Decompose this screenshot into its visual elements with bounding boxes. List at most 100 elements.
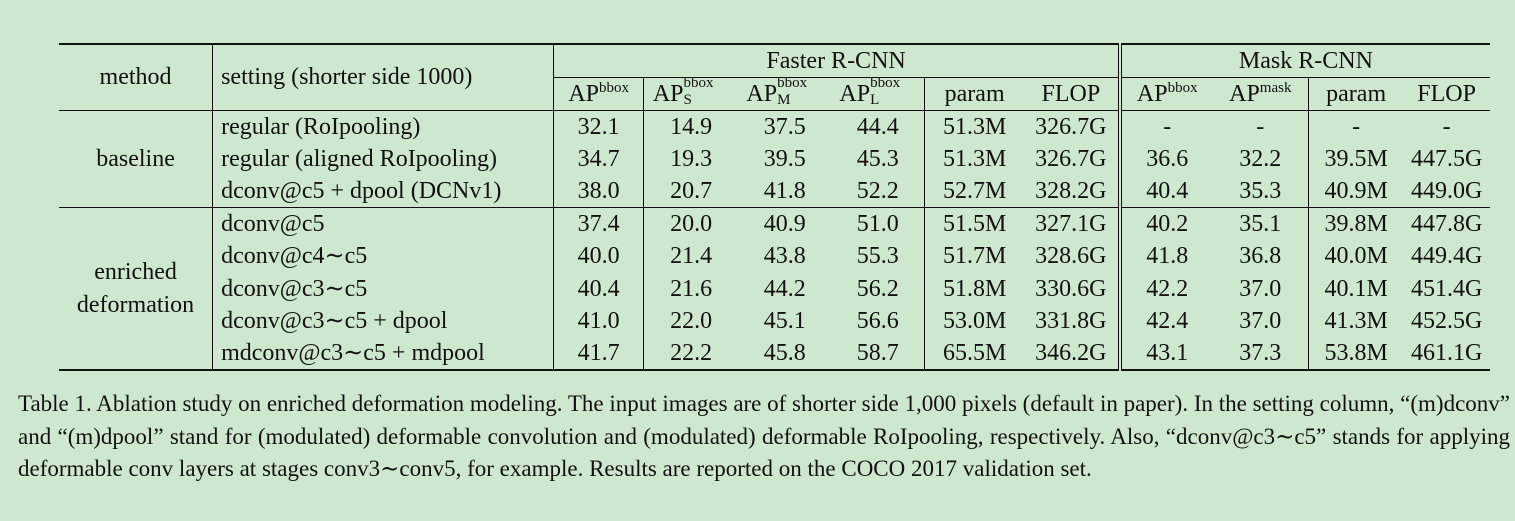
cell-f-aps: 20.7 <box>670 178 713 204</box>
mask-rcnn-header: Mask R-CNN <box>1119 44 1490 78</box>
cell-m-flop: 449.0G <box>1410 178 1483 204</box>
faster-ap-bbox-header: APbbox <box>553 77 644 110</box>
cell-m-apmask: 37.0 <box>1212 272 1309 305</box>
group-label: baseline <box>59 110 214 208</box>
cell-m-param: - <box>1352 113 1361 140</box>
cell-f-apm: 39.5 <box>763 145 806 172</box>
cell-f-param: 51.3M <box>942 113 1007 140</box>
table-row: dconv@c4∼c5 40.0 21.4 43.8 55.3 51.7M 328.6G 41… <box>59 240 1490 273</box>
cell-f-flop: 327.1G <box>1023 207 1122 240</box>
table-row: baseline regular (RoIpooling) 32.1 14.9 37.5… <box>59 110 1490 208</box>
cell-f-aps: 19.3 <box>670 145 713 172</box>
cell-f-apl: 52.2 <box>831 175 926 208</box>
cell-f-flop: 331.8G <box>1023 305 1122 338</box>
cell-f-apl: 44.4 <box>831 110 926 143</box>
faster-ap-l-header: AP bbox L <box>831 75 926 110</box>
faster-param-header: param <box>944 80 1005 107</box>
cell-m-apmask: - <box>1212 110 1309 143</box>
table-caption: Table 1. Ablation study on enriched defo… <box>18 391 1510 481</box>
cell-m-ap: 36.6 <box>1146 145 1189 172</box>
cell-f-ap: 34.7 <box>553 142 644 175</box>
method-header: method <box>59 44 214 110</box>
cell-m-param: 40.1M <box>1324 275 1388 302</box>
cell-f-param: 52.7M <box>942 178 1007 204</box>
setting-cell: regular (aligned RoIpooling) <box>212 142 555 175</box>
cell-f-apm: 40.9 <box>763 211 806 237</box>
cell-f-ap: 32.1 <box>553 110 644 143</box>
cell-f-param: 51.7M <box>942 243 1007 270</box>
cell-f-apm: 44.2 <box>763 275 806 302</box>
cell-f-aps: 14.9 <box>670 113 713 140</box>
table-row: dconv@c3∼c5 + dpool 41.0 22.0 45.1 56.6 53.0M… <box>59 305 1490 338</box>
cell-f-apl: 45.3 <box>831 142 926 175</box>
mask-param-header: param <box>1326 80 1387 107</box>
cell-m-apmask: 35.1 <box>1212 207 1309 240</box>
cell-m-apmask: 36.8 <box>1212 240 1309 273</box>
cell-f-apl: 58.7 <box>831 337 926 370</box>
faster-flop-header: FLOP <box>1023 77 1122 110</box>
cell-f-apl: 51.0 <box>831 207 926 240</box>
faster-ap-m-header: AP bbox M <box>746 74 808 108</box>
cell-m-flop: 447.8G <box>1410 211 1483 237</box>
header-row-2: APbbox AP bbox S AP bbox M AP bbox L param FLO… <box>59 74 1490 110</box>
cell-f-apm: 45.1 <box>763 308 806 335</box>
cell-m-param: 40.0M <box>1324 243 1388 270</box>
cell-m-ap: - <box>1163 113 1172 140</box>
cell-f-flop: 330.6G <box>1023 272 1122 305</box>
cell-m-ap: 40.2 <box>1146 211 1189 237</box>
table-row: regular (aligned RoIpooling) 34.7 19.3 39.5… <box>59 142 1490 175</box>
ablation-table: method setting (shorter side 1000) Faste… <box>59 43 1490 371</box>
cell-f-apm: 45.8 <box>763 340 806 367</box>
cell-m-param: 41.3M <box>1324 308 1388 335</box>
cell-m-flop: 451.4G <box>1410 275 1483 302</box>
cell-f-param: 53.0M <box>942 308 1007 335</box>
header-row-1: method setting (shorter side 1000) Faste… <box>59 44 1490 110</box>
cell-f-ap: 40.4 <box>553 272 644 305</box>
cell-m-flop: 452.5G <box>1410 308 1483 335</box>
cell-f-param: 51.5M <box>942 211 1007 237</box>
cell-m-param: 53.8M <box>1324 340 1388 367</box>
cell-m-ap: 40.4 <box>1146 178 1189 204</box>
table-row: dconv@c3∼c5 40.4 21.6 44.2 56.2 51.8M 330.6G 42… <box>59 272 1490 305</box>
cell-m-ap: 42.4 <box>1146 308 1189 335</box>
cell-f-aps: 22.2 <box>670 340 713 367</box>
cell-m-apmask: 32.2 <box>1212 142 1309 175</box>
mask-ap-mask-header: APmask <box>1212 77 1309 110</box>
table-row: dconv@c5 + dpool (DCNv1) 38.0 20.7 41.8 52.2… <box>59 175 1490 208</box>
cell-f-apm: 43.8 <box>763 243 806 270</box>
setting-cell: dconv@c4∼c5 <box>212 240 555 273</box>
cell-f-apl: 56.2 <box>831 272 926 305</box>
cell-f-flop: 328.2G <box>1023 175 1122 208</box>
cell-f-flop: 346.2G <box>1023 337 1122 370</box>
setting-cell: dconv@c5 + dpool (DCNv1) <box>212 175 555 208</box>
cell-m-flop: 447.5G <box>1410 145 1483 172</box>
table-row: enriched deformation dconv@c5 37.4 20.0 40.9 5… <box>59 207 1490 370</box>
setting-cell: dconv@c3∼c5 + dpool <box>212 305 555 338</box>
setting-header: setting (shorter side 1000) <box>212 44 555 110</box>
group-label-line: deformation <box>76 291 195 318</box>
mask-ap-bbox-header: APbbox <box>1136 79 1198 107</box>
cell-f-param: 51.8M <box>942 275 1007 302</box>
cell-f-apm: 37.5 <box>763 113 806 140</box>
setting-cell: mdconv@c3∼c5 + mdpool <box>212 337 555 370</box>
cell-m-flop: - <box>1442 113 1451 140</box>
cell-m-flop: 449.4G <box>1410 243 1483 270</box>
table-body: baseline regular (RoIpooling) 32.1 14.9 37.5… <box>59 110 1490 370</box>
cell-m-param: 40.9M <box>1324 178 1388 204</box>
cell-f-flop: 326.7G <box>1023 110 1122 143</box>
setting-cell: dconv@c5 <box>212 207 555 240</box>
cell-f-param: 65.5M <box>942 340 1007 367</box>
group-label: enriched deformation <box>59 207 214 370</box>
faster-rcnn-header: Faster R-CNN <box>553 44 1122 78</box>
cell-f-ap: 40.0 <box>553 240 644 273</box>
cell-f-aps: 20.0 <box>670 211 713 237</box>
cell-m-ap: 42.2 <box>1146 275 1189 302</box>
cell-f-aps: 21.6 <box>670 275 713 302</box>
cell-f-apl: 55.3 <box>831 240 926 273</box>
cell-f-aps: 22.0 <box>670 308 713 335</box>
cell-m-param: 39.5M <box>1324 145 1388 172</box>
cell-m-flop: 461.1G <box>1410 340 1483 367</box>
cell-f-apm: 41.8 <box>763 178 806 204</box>
group-label-line: enriched <box>94 258 177 285</box>
cell-f-flop: 326.7G <box>1023 142 1122 175</box>
